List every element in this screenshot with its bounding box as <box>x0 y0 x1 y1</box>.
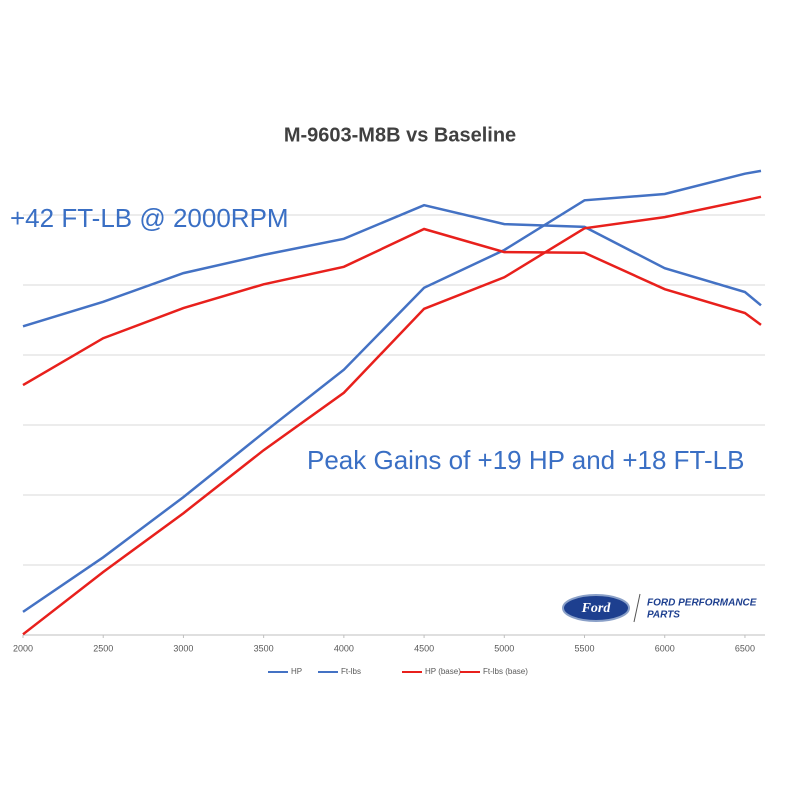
series-line <box>22 227 762 387</box>
logo-text: PARTS <box>647 610 680 621</box>
x-tick-label: 6000 <box>655 643 675 653</box>
logo-text: FORD PERFORMANCE <box>647 598 757 609</box>
x-tick-label: 5500 <box>574 643 594 653</box>
series-line <box>22 195 762 636</box>
legend-label: Ft-lbs (base) <box>483 667 528 676</box>
logo-divider <box>633 593 641 623</box>
x-tick-label: 3500 <box>254 643 274 653</box>
x-tick-label: 6500 <box>735 643 755 653</box>
logo: Ford FORD PERFORMANCE PARTS <box>562 593 757 623</box>
annotation: Peak Gains of +19 HP and +18 FT-LB <box>307 445 744 475</box>
series-line <box>22 169 762 613</box>
x-tick-label: 3000 <box>173 643 193 653</box>
x-tick-label: 2000 <box>13 643 33 653</box>
legend-label: HP (base) <box>425 667 461 676</box>
series-line <box>22 203 762 328</box>
annotation: +42 FT-LB @ 2000RPM <box>10 203 289 233</box>
x-tick-label: 4000 <box>334 643 354 653</box>
legend-label: Ft-lbs <box>341 667 361 676</box>
x-tick-label: 4500 <box>414 643 434 653</box>
chart-title: M-9603-M8B vs Baseline <box>284 124 516 146</box>
x-tick-label: 2500 <box>93 643 113 653</box>
legend-label: HP <box>291 667 302 676</box>
x-tick-label: 5000 <box>494 643 514 653</box>
logo-oval-text: Ford <box>581 601 612 616</box>
logo-oval <box>562 594 630 622</box>
